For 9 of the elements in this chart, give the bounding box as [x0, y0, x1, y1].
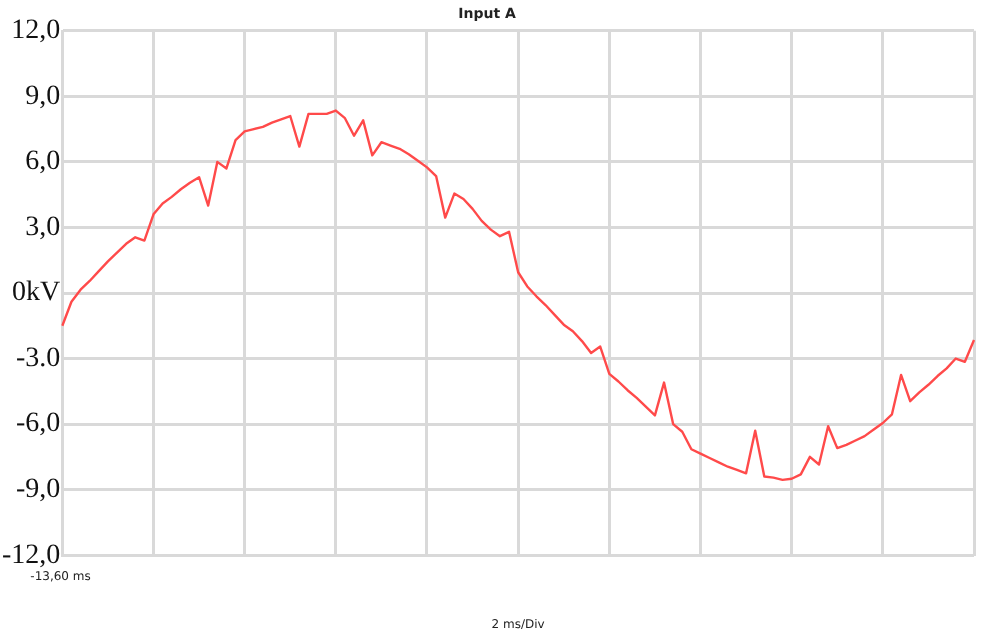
y-tick-label: -3.0	[15, 343, 61, 374]
y-tick-label: -12,0	[1, 540, 61, 571]
y-tick-label: 9,0	[25, 81, 61, 112]
y-tick-label: -6,0	[15, 409, 61, 440]
y-tick-label: 6,0	[25, 147, 61, 178]
y-tick-label: 0kV	[12, 278, 61, 309]
y-tick-label: 12,0	[11, 16, 61, 47]
y-tick-label: -9,0	[15, 474, 61, 505]
y-tick-label: 3,0	[25, 212, 61, 243]
